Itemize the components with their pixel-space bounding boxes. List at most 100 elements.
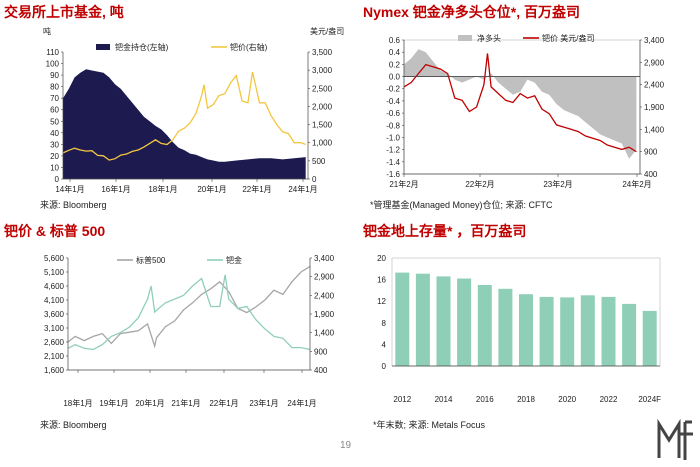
chart1-svg: 0 10 20 30 40 50 60 70 80 90 100 110 0 500 1,000 1,500 2… xyxy=(43,26,344,194)
y-tick-label: 12 xyxy=(377,297,386,306)
bar-2021 xyxy=(580,295,595,366)
bar-2017 xyxy=(498,288,513,366)
legend-label: 钯价(右轴) xyxy=(230,42,268,52)
y-tick-label: 4 xyxy=(382,340,387,349)
x-tick-label: 14年1月 xyxy=(55,184,84,194)
x-tick-label: 2022 xyxy=(600,395,618,404)
chart3-source: 来源: Bloomberg xyxy=(40,420,107,430)
right-tick-label: 1,900 xyxy=(314,310,335,319)
left-tick-label: -1.6 xyxy=(386,170,400,179)
left-tick-label: 2,600 xyxy=(44,338,65,347)
left-tick-label: 4,100 xyxy=(44,296,65,305)
right-tick-label: 400 xyxy=(314,366,328,375)
right-tick-label: 1,400 xyxy=(644,125,665,134)
x-tick-label: 2014 xyxy=(435,395,453,404)
bar-2013 xyxy=(415,273,430,366)
left-tick-label: -1.2 xyxy=(386,146,400,155)
series-area-0 xyxy=(404,49,637,159)
bar-2012 xyxy=(395,272,410,366)
left-tick-label: -1.0 xyxy=(386,133,400,142)
chart3-title: 钯价 & 标普 500 xyxy=(4,223,106,239)
x-tick-label: 2020 xyxy=(558,395,576,404)
x-tick-label: 22年1月 xyxy=(209,398,238,408)
legend-swatch xyxy=(458,35,472,41)
left-tick-label: 40 xyxy=(50,129,59,138)
left-tick-label: 100 xyxy=(46,60,60,69)
left-tick-label: 70 xyxy=(50,94,59,103)
x-tick-label: 22年2月 xyxy=(465,179,494,189)
y-tick-label: 16 xyxy=(377,276,386,285)
right-tick-label: 400 xyxy=(644,170,658,179)
x-tick-label: 24年1月 xyxy=(287,398,316,408)
series-line-0 xyxy=(67,265,311,349)
x-tick-label: 18年1月 xyxy=(148,184,177,194)
x-tick-label: 21年2月 xyxy=(389,179,418,189)
right-tick-label: 900 xyxy=(314,347,328,356)
left-tick-label: 0.4 xyxy=(389,48,401,57)
y-tick-label: 0 xyxy=(382,362,387,371)
x-tick-label: 23年2月 xyxy=(543,179,572,189)
y-tick-label: 8 xyxy=(382,319,387,328)
page-number: 19 xyxy=(340,440,352,451)
left-tick-label: 30 xyxy=(50,140,59,149)
series-area-0 xyxy=(63,69,306,179)
left-tick-label: 2,100 xyxy=(44,352,65,361)
series-line-1 xyxy=(62,71,306,161)
chart2-title: Nymex 钯金净多头仓位*, 百万盎司 xyxy=(363,4,581,20)
right-unit: 美元/盎司 xyxy=(310,26,344,36)
x-tick-label: 19年1月 xyxy=(99,398,128,408)
chart4-source: *年末数; 来源: Metals Focus xyxy=(373,420,486,430)
bar-2016 xyxy=(477,285,492,366)
left-tick-label: 10 xyxy=(50,163,59,172)
bar-2019 xyxy=(539,296,554,366)
bar-2018 xyxy=(519,294,533,366)
x-tick-label: 21年1月 xyxy=(171,398,200,408)
left-unit: 吨 xyxy=(43,26,51,36)
left-tick-label: 4,600 xyxy=(44,282,65,291)
left-tick-label: 1,600 xyxy=(44,366,65,375)
left-tick-label: 60 xyxy=(50,106,59,115)
series-line-1 xyxy=(403,53,637,153)
bar-2023 xyxy=(622,303,637,366)
left-tick-label: 0.2 xyxy=(389,60,401,69)
right-tick-label: 1,000 xyxy=(312,139,333,148)
right-tick-label: 1,400 xyxy=(314,329,335,338)
x-tick-label: 23年1月 xyxy=(249,398,278,408)
left-tick-label: -0.8 xyxy=(386,121,400,130)
right-tick-label: 3,400 xyxy=(314,254,335,263)
chart1-source: 来源: Bloomberg xyxy=(40,200,107,210)
y-tick-label: 20 xyxy=(377,254,386,263)
left-tick-label: 3,100 xyxy=(44,324,65,333)
left-tick-label: 0.6 xyxy=(389,36,401,45)
right-tick-label: 1,900 xyxy=(644,103,665,112)
chart1-title: 交易所上市基金, 吨 xyxy=(4,4,124,20)
x-tick-label: 16年1月 xyxy=(101,184,130,194)
right-tick-label: 1,500 xyxy=(312,121,333,130)
right-tick-label: 2,900 xyxy=(314,273,335,282)
right-tick-label: 2,900 xyxy=(644,58,665,67)
chart2-source: *管理基金(Managed Money)仓位; 来源: CFTC xyxy=(370,200,553,210)
series-line-1 xyxy=(67,274,311,351)
left-tick-label: -0.2 xyxy=(386,85,400,94)
mf-logo-icon xyxy=(657,418,693,460)
chart2-svg: -1.6 -1.4 -1.2 -1.0 -0.8 -0.6 -0.4 -0.2 0.0 0.2 0.… xyxy=(386,33,665,189)
left-tick-label: 5,100 xyxy=(44,268,65,277)
right-tick-label: 2,000 xyxy=(312,102,333,111)
right-tick-label: 3,400 xyxy=(644,36,665,45)
left-tick-label: 20 xyxy=(50,152,59,161)
left-tick-label: 110 xyxy=(46,48,59,57)
x-tick-label: 24年1月 xyxy=(288,184,317,194)
x-tick-label: 22年1月 xyxy=(242,184,271,194)
chart4-title: 钯金地上存量* ，百万盎司 xyxy=(363,223,527,239)
left-tick-label: 80 xyxy=(50,83,59,92)
left-tick-label: 50 xyxy=(50,117,59,126)
left-tick-label: 3,600 xyxy=(44,310,65,319)
legend-swatch xyxy=(96,44,110,50)
left-tick-label: 0 xyxy=(55,175,60,184)
left-tick-label: -0.6 xyxy=(386,109,400,118)
legend-label: 钯金 xyxy=(226,255,242,265)
legend-label: 钯金持仓(左轴) xyxy=(115,42,169,52)
left-tick-label: -1.4 xyxy=(386,158,400,167)
left-tick-label: 90 xyxy=(50,71,59,80)
bar-2024F xyxy=(642,310,657,366)
